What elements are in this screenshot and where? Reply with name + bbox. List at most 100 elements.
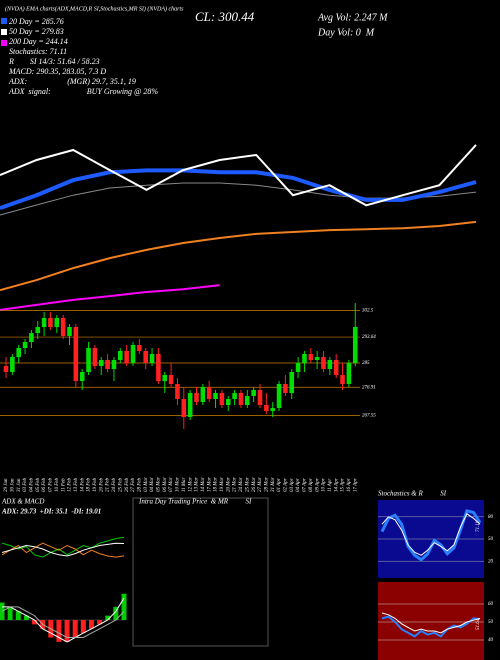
candle-body — [79, 372, 85, 381]
stoch-line — [381, 513, 481, 556]
x-tick-label: 24 Feb — [112, 477, 117, 492]
x-tick-label: 21 Mar — [233, 477, 238, 492]
macd-bar — [72, 620, 78, 638]
candle-body — [289, 372, 295, 393]
x-tick-label: 14 Feb — [80, 477, 85, 492]
stat-line: Stochastics: 71.11 — [9, 47, 67, 56]
moving-average — [0, 220, 477, 292]
candle-body — [264, 405, 269, 411]
x-tick-label: 06 Feb — [42, 477, 47, 492]
y-tick-label: 40 — [488, 638, 494, 643]
macd-bar — [56, 620, 62, 642]
candle-body — [54, 318, 60, 327]
candle-body — [194, 393, 199, 402]
x-tick-label: 11 Mar — [182, 477, 187, 492]
macd-line — [2, 597, 125, 643]
candle-body — [327, 360, 333, 369]
macd-bar — [15, 611, 21, 620]
candle-body — [333, 360, 339, 375]
x-tick-label: 27 Feb — [131, 477, 136, 492]
candle-body — [156, 354, 161, 381]
candle-body — [41, 318, 47, 327]
candle-body — [232, 393, 237, 399]
x-tick-label: 12 Feb — [68, 477, 73, 492]
intraday-frame — [132, 497, 269, 647]
x-tick-label: 19 Feb — [93, 477, 98, 492]
macd-bar — [32, 620, 38, 625]
candle-body — [124, 351, 129, 363]
x-tick-label: 06 Mar — [163, 477, 168, 492]
stat-line: 200 Day = 244.14 — [9, 37, 68, 46]
x-tick-label: 07 Feb — [49, 477, 54, 492]
candle-body — [111, 360, 117, 369]
candle-body — [105, 360, 110, 369]
candle-body — [149, 354, 155, 363]
candle-body — [200, 387, 206, 402]
x-tick-label: 01 Apr — [277, 478, 282, 492]
candle-body — [225, 399, 231, 405]
candle-body — [187, 393, 193, 417]
x-tick-label: 10 Mar — [176, 477, 181, 492]
x-tick-label: 26 Mar — [252, 477, 257, 492]
candle-body — [98, 360, 104, 366]
day-volume: Day Vol: 0 M — [317, 27, 375, 38]
macd-bar — [7, 606, 13, 620]
stat-line: MACD: 290.35, 283.05, 7.3 D — [8, 67, 106, 76]
candle-body — [238, 393, 244, 405]
candle-body — [48, 318, 53, 327]
candle-body — [29, 333, 34, 342]
x-tick-label: 13 Mar — [195, 477, 200, 492]
x-tick-label: 17 Mar — [207, 477, 212, 492]
candle-body — [314, 357, 320, 360]
x-tick-label: 20 Mar — [226, 477, 231, 492]
candle-body — [257, 390, 263, 405]
panel-title: Intra Day Trading Price & MR SI — [138, 498, 252, 506]
x-tick-label: 04 Mar — [150, 477, 155, 492]
x-tick-label: 28 Feb — [137, 477, 142, 492]
adx-line — [1, 542, 125, 557]
macd-bar — [80, 620, 86, 634]
candle-body — [168, 375, 174, 384]
candle-body — [302, 354, 307, 363]
candle-body — [10, 357, 15, 372]
x-tick-label: 13 Feb — [74, 477, 79, 492]
x-tick-label: 16 Apr — [347, 478, 352, 492]
macd-bar — [105, 615, 111, 620]
stat-line: ADX: (MGR) 29.7, 35.1, 19 — [8, 77, 136, 86]
x-tick-label: 30 Jan — [10, 478, 15, 492]
x-tick-label: 05 Mar — [157, 477, 162, 492]
candle-body — [270, 408, 275, 411]
candle-body — [86, 348, 91, 372]
x-tick-label: 11 Feb — [61, 478, 66, 492]
y-tick-label: 50 — [488, 620, 494, 625]
candle-body — [60, 318, 66, 336]
x-tick-label: 27 Mar — [258, 477, 263, 492]
stoch-value: 71.11 — [476, 521, 481, 532]
stat-line: R SI 14/3: 51.64 / 58.23 — [8, 57, 100, 66]
x-tick-label: 14 Mar — [201, 477, 206, 492]
adx-line — [1, 542, 125, 558]
y-tick-label: 293.64 — [362, 335, 376, 340]
moving-average — [0, 168, 477, 210]
y-tick-label: 60 — [488, 602, 494, 607]
candle-body — [346, 363, 352, 384]
candle-body — [181, 399, 187, 417]
candle-body — [276, 384, 282, 408]
candle-body — [352, 327, 358, 363]
stat-line: ADX signal: BUY Growing @ 28% — [8, 87, 158, 96]
x-tick-label: 17 Apr — [353, 478, 358, 492]
x-tick-label: 18 Mar — [214, 477, 219, 492]
macd-line — [1, 606, 125, 638]
y-tick-label: 276.91 — [362, 385, 376, 390]
macd-bar — [113, 606, 119, 620]
y-tick-label: 285 — [362, 361, 370, 366]
candle-body — [92, 348, 98, 366]
x-tick-label: 03 Feb — [23, 477, 28, 492]
x-tick-label: 15 Apr — [341, 478, 346, 492]
candle-body — [206, 387, 212, 399]
x-tick-label: 25 Mar — [245, 477, 250, 492]
candle-body — [67, 327, 72, 336]
close-label: CL: 300.44 — [195, 9, 255, 24]
stat-line: 50 Day = 279.83 — [9, 27, 64, 36]
